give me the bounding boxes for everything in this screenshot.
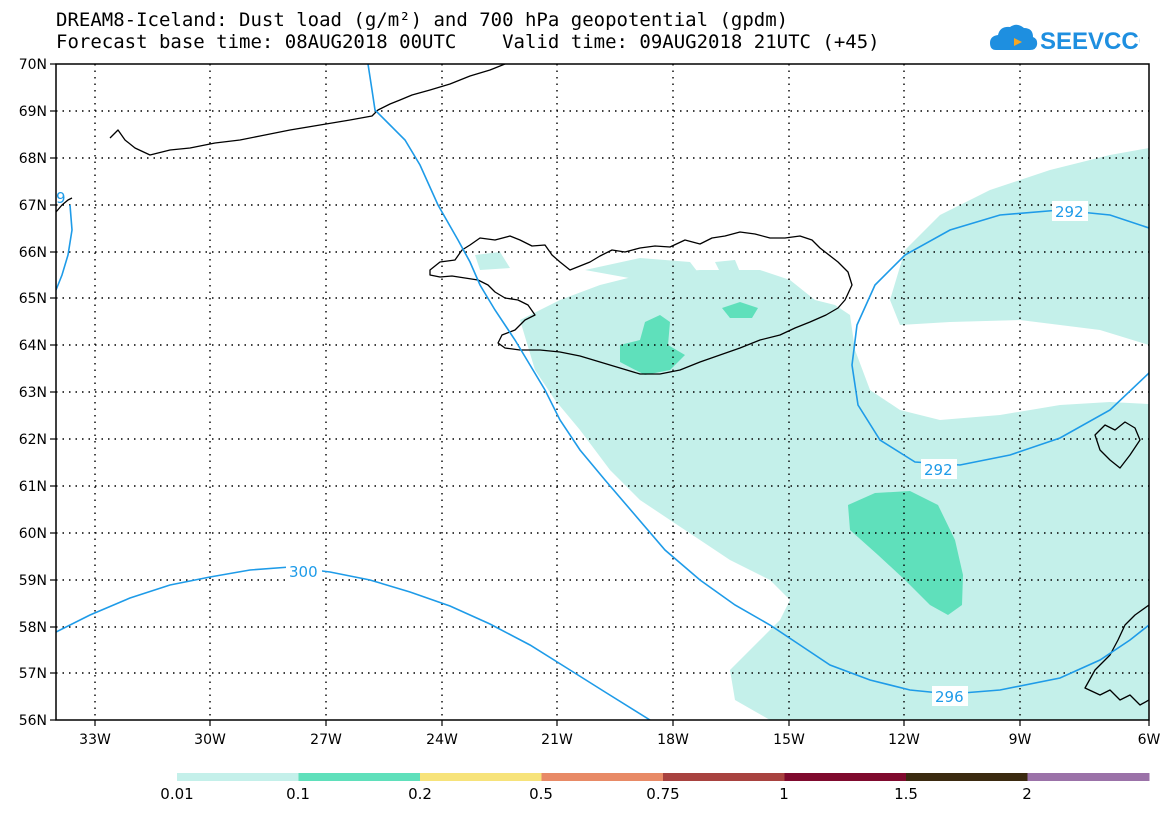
- dust-region-light-north: [585, 258, 700, 280]
- dust-region-light: [520, 270, 1149, 720]
- contour-label-292-lower: 292: [924, 461, 953, 479]
- dust-region-light-nw: [475, 252, 510, 270]
- colorbar-swatch: [541, 773, 664, 781]
- contour-labels: 292 292 296 300 9: [56, 189, 1088, 706]
- colorbar-label: 0.2: [408, 785, 432, 803]
- seevccc-logo: SEEVCCC: [990, 24, 1140, 55]
- colorbar-swatch: [1027, 773, 1150, 781]
- lat-label: 66N: [19, 245, 47, 261]
- lat-label: 61N: [19, 479, 47, 495]
- colorbar-swatch: [906, 773, 1028, 781]
- lat-label: 65N: [19, 291, 47, 307]
- lon-label: 9W: [1009, 732, 1032, 748]
- lon-label: 12W: [888, 732, 920, 748]
- colorbar-label: 1.5: [894, 785, 918, 803]
- dust-region-mid-ocean: [848, 491, 963, 615]
- contour-292: [851, 209, 1149, 466]
- contour-label-292-upper: 292: [1055, 203, 1084, 221]
- lat-label: 59N: [19, 573, 47, 589]
- lat-label: 64N: [19, 338, 47, 354]
- longitude-labels: 33W 30W 27W 24W 21W 18W 15W 12W 9W 6W: [79, 732, 1160, 748]
- lat-label: 69N: [19, 104, 47, 120]
- colorbar-swatch: [420, 773, 542, 781]
- contour-label-296: 296: [935, 688, 964, 706]
- lon-label: 15W: [773, 732, 805, 748]
- colorbar-label: 0.75: [646, 785, 679, 803]
- contour-label-west: 9: [56, 189, 66, 207]
- lon-label: 33W: [79, 732, 111, 748]
- lat-label: 63N: [19, 385, 47, 401]
- cloud-icon: [990, 24, 1038, 50]
- lon-label: 18W: [657, 732, 689, 748]
- colorbar-label: 1: [779, 785, 789, 803]
- lat-label: 58N: [19, 620, 47, 636]
- colorbar: [177, 773, 1150, 781]
- colorbar-label: 2: [1022, 785, 1032, 803]
- graticule: [56, 64, 1149, 720]
- map-subtitle: Forecast base time: 08AUG2018 00UTC Vali…: [56, 31, 880, 53]
- lat-label: 62N: [19, 432, 47, 448]
- lat-label: 70N: [19, 57, 47, 73]
- lon-label: 24W: [426, 732, 458, 748]
- logo-text: SEEVCCC: [1040, 28, 1140, 55]
- map-title: DREAM8-Iceland: Dust load (g/m²) and 700…: [56, 9, 789, 31]
- geopotential-contours: [56, 64, 1149, 720]
- colorbar-label: 0.5: [529, 785, 553, 803]
- lon-label: 27W: [310, 732, 342, 748]
- lat-label: 60N: [19, 526, 47, 542]
- colorbar-swatch: [177, 773, 299, 781]
- faroe-coast: [1094, 421, 1141, 469]
- lat-label: 68N: [19, 151, 47, 167]
- dust-region-mid-east: [722, 302, 758, 318]
- lon-label: 6W: [1138, 732, 1161, 748]
- lon-label: 30W: [194, 732, 226, 748]
- colorbar-labels: 0.01 0.1 0.2 0.5 0.75 1 1.5 2: [160, 785, 1031, 803]
- dust-region-mid-south: [620, 315, 685, 375]
- lon-label: 21W: [541, 732, 573, 748]
- iceland-coast: [429, 231, 853, 375]
- latitude-labels: 56N 57N 58N 59N 60N 61N 62N 63N 64N 65N …: [19, 57, 47, 729]
- lat-label: 57N: [19, 666, 47, 682]
- dust-region-light-ne: [715, 260, 740, 272]
- contour-300: [56, 566, 651, 720]
- colorbar-swatch: [663, 773, 785, 781]
- colorbar-label: 0.01: [160, 785, 193, 803]
- lat-label: 67N: [19, 198, 47, 214]
- contour-west: [56, 204, 73, 291]
- arrow-icon: [1014, 38, 1022, 46]
- lat-label: 56N: [19, 713, 47, 729]
- contour-label-300: 300: [289, 563, 318, 581]
- colorbar-swatch: [298, 773, 421, 781]
- greenland-coast: [56, 64, 506, 213]
- colorbar-swatch: [784, 773, 907, 781]
- colorbar-label: 0.1: [286, 785, 310, 803]
